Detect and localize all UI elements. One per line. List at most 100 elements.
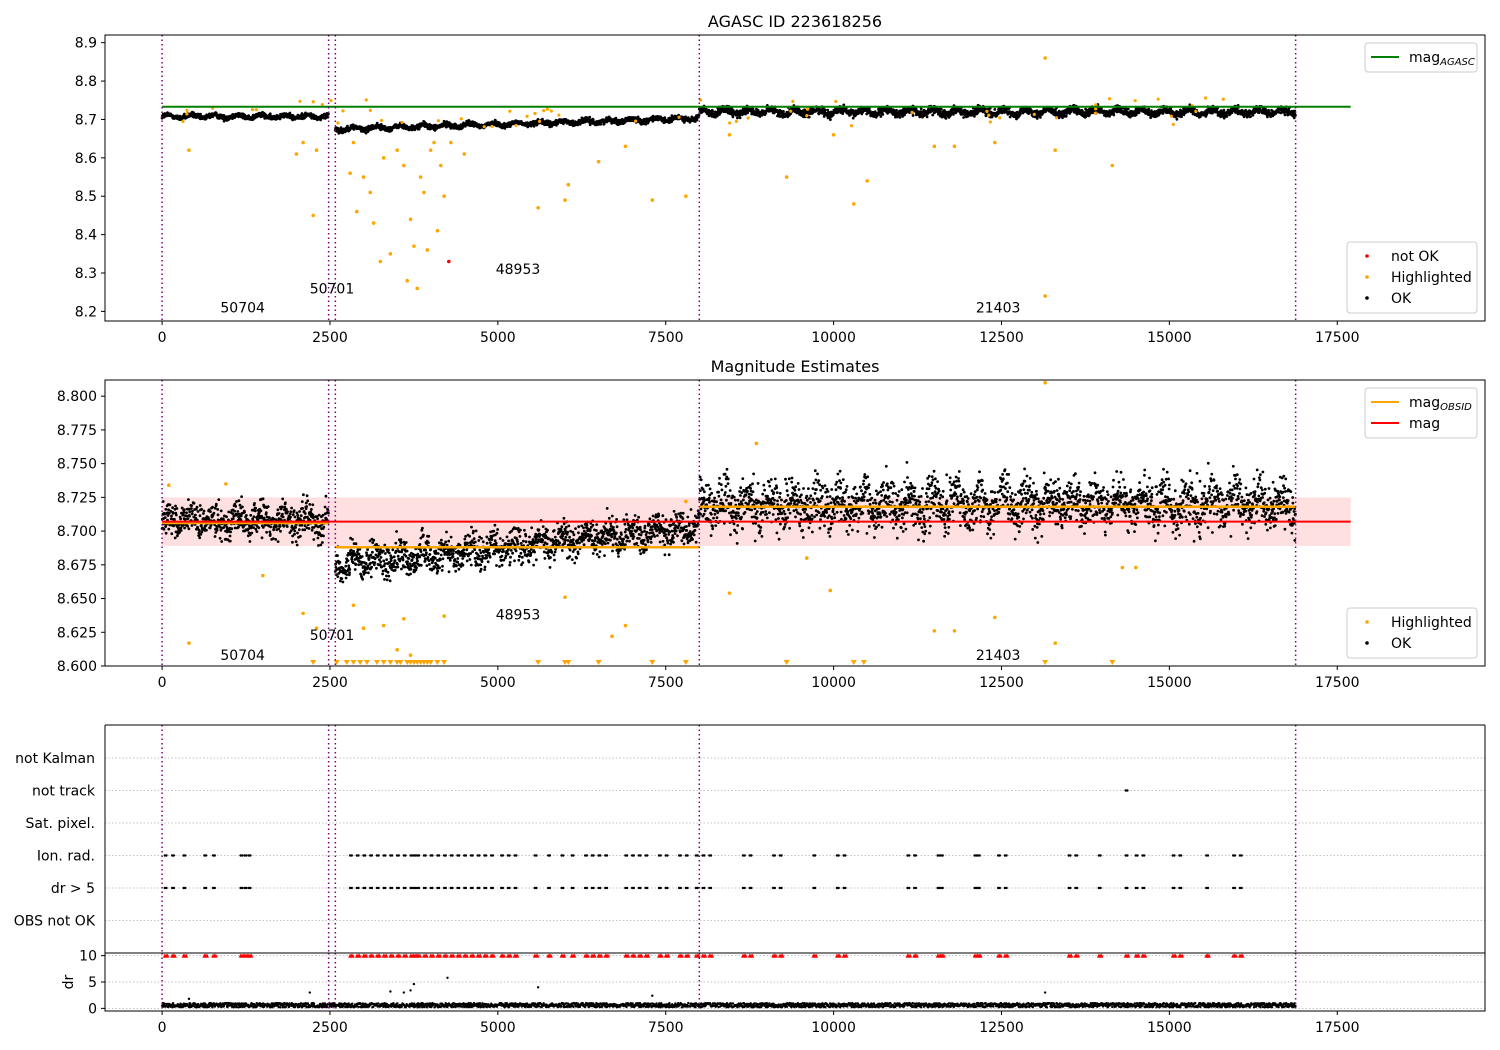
agasc-highlighted-point [1043,56,1047,60]
estimates-ok-point [231,517,235,520]
estimates-ok-point [200,507,204,511]
agasc-ok-point [1249,115,1252,118]
estimates-ok-point [205,528,208,532]
estimates-ok-point [308,503,312,506]
agasc-ytick-label: 8.8 [75,74,97,90]
agasc-highlighted-point [348,171,352,176]
agasc-highlighted-point [368,190,373,195]
estimates-ok-point [164,507,168,511]
agasc-ok-point [738,116,742,120]
agasc-ok-point [925,115,929,119]
estimates-ok-point [310,508,313,511]
agasc-highlighted-point [298,99,302,103]
estimates-ok-point [195,505,199,509]
estimates-ok-point [282,524,286,528]
estimates-ok-point [312,515,315,519]
estimates-ok-point [171,511,175,515]
agasc-ok-point [1112,113,1116,117]
estimates-ok-point [293,532,296,536]
agasc-highlighted-point [849,124,854,128]
agasc-highlighted-point [634,119,638,123]
agasc-legend-swatch [1365,296,1369,300]
agasc-highlighted-point [508,109,512,113]
agasc-legend-swatch [1365,254,1369,258]
estimates-ok-point [277,527,281,531]
agasc-highlighted-point [545,107,549,111]
agasc-ok-point [449,126,453,130]
agasc-highlighted-point [992,140,997,145]
agasc-xtick-label: 0 [158,330,167,346]
estimates-ok-point [217,498,221,501]
agasc-highlighted-point [910,110,914,114]
agasc-frame [104,34,1486,322]
agasc-highlighted-point [254,108,258,112]
estimates-ok-point [241,505,244,509]
agasc-highlighted-point [418,175,423,179]
agasc-highlighted-point [442,194,446,199]
estimates-ok-point [271,537,275,540]
estimates-ok-point [261,497,265,501]
estimates-ok-point [187,527,191,531]
agasc-highlighted-point [834,99,838,104]
estimates-ok-point [253,509,257,513]
agasc-highlighted-point [1203,96,1208,100]
estimates-ok-point [163,516,167,519]
estimates-ok-point [190,524,194,527]
estimates-ok-point [321,513,325,517]
agasc-highlighted-point [395,148,399,152]
estimates-ok-point [175,507,179,510]
estimates-ok-point [240,495,244,498]
agasc-highlighted-point [371,221,376,225]
estimates-ok-point [264,511,268,515]
agasc-highlighted-point [301,140,305,145]
estimates-ok-point [191,509,194,513]
estimates-ok-point [162,527,166,531]
agasc-ok-point [288,111,292,115]
estimates-ok-point [225,515,228,519]
estimates-ok-point [236,510,240,513]
estimates-ok-point [286,510,289,514]
estimates-ok-point [179,517,183,521]
estimates-ok-point [174,504,177,508]
estimates-ok-point [173,536,177,540]
agasc-highlighted-point [727,133,732,137]
estimates-ok-point [280,505,284,509]
agasc-ok-point [1018,112,1022,116]
agasc-highlighted-point [422,190,426,195]
agasc-xtick-label: 12500 [979,330,1024,346]
agasc-ytick-label: 8.5 [75,189,97,205]
estimates-ok-point [336,554,339,557]
estimates-ok-point [319,543,323,547]
agasc-xtick-label: 5000 [480,330,516,346]
estimates-ok-point [254,506,257,510]
estimates-ok-point [277,512,281,515]
estimates-ok-point [276,508,280,512]
agasc-obs-label: 50701 [310,281,355,297]
estimates-ok-point [252,515,256,519]
estimates-ok-point [179,529,183,532]
estimates-ok-point [190,512,194,516]
estimates-ok-point [285,507,288,511]
agasc-highlighted-point [314,148,319,152]
agasc-highlighted-point [294,152,299,156]
estimates-ok-point [297,528,301,532]
agasc-highlighted-point [563,198,567,202]
estimates-ok-point [212,511,216,515]
estimates-ok-point [213,506,217,510]
agasc-ok-point [879,115,883,118]
estimates-ok-point [255,530,259,533]
agasc-not-ok-point [447,259,451,264]
estimates-ok-point [305,494,309,498]
agasc-highlighted-point [746,116,750,120]
agasc-highlighted-point [311,213,315,218]
agasc-highlighted-point [596,159,601,164]
estimates-ok-point [170,532,174,536]
estimates-ok-point [322,534,325,538]
estimates-ok-point [299,514,303,518]
agasc-ok-point [1147,107,1151,111]
estimates-ok-point [301,507,304,510]
estimates-ok-point [284,501,287,505]
estimates-ok-point [266,505,270,508]
agasc-highlighted-point [537,119,542,124]
agasc-highlighted-point [405,278,409,283]
